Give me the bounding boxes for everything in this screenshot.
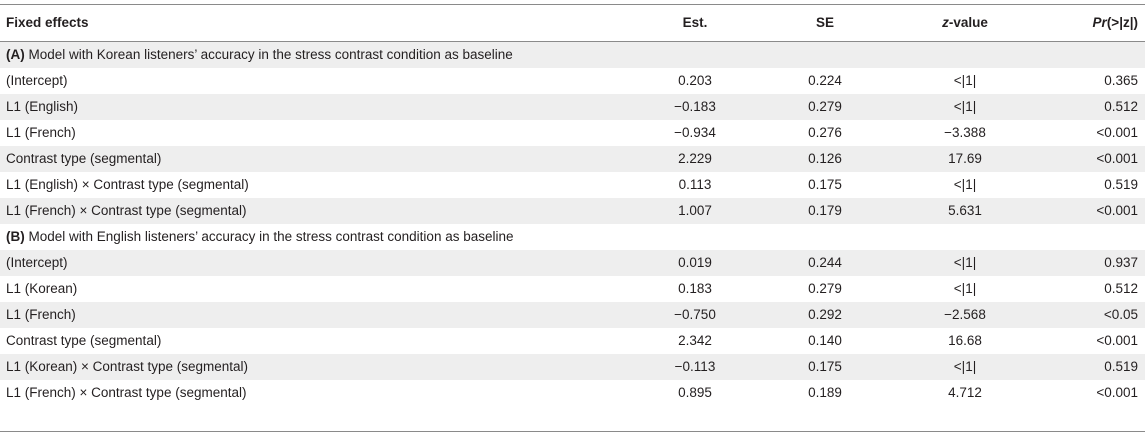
se-cell: 0.189 bbox=[808, 385, 842, 400]
table-row: Contrast type (segmental) 2.342 0.140 16.68… bbox=[0, 328, 1145, 354]
p-value-cell: 0.519 bbox=[1104, 177, 1138, 192]
z-value-cell: 17.69 bbox=[948, 151, 982, 166]
p-value-cell: 0.512 bbox=[1104, 99, 1138, 114]
effect-cell: L1 (French) bbox=[6, 307, 76, 322]
se-cell: 0.292 bbox=[808, 307, 842, 322]
header-p-italic: Pr bbox=[1092, 15, 1107, 30]
section-title: Model with English listeners’ accuracy i… bbox=[28, 229, 514, 244]
estimate-cell: 2.342 bbox=[678, 333, 712, 348]
z-value-cell: 5.631 bbox=[948, 203, 982, 218]
z-value-cell: <|1| bbox=[953, 177, 977, 192]
table-row: L1 (French) −0.750 0.292 −2.568 <0.05 bbox=[0, 302, 1145, 328]
table-row: L1 (Korean) × Contrast type (segmental) −… bbox=[0, 354, 1145, 380]
header-p-value: Pr(>|z|) bbox=[1050, 8, 1138, 38]
section-tag: (B) bbox=[6, 229, 25, 244]
z-value-cell: 4.712 bbox=[948, 385, 982, 400]
z-value-cell: −2.568 bbox=[944, 307, 986, 322]
z-value-cell: <|1| bbox=[953, 73, 977, 88]
se-cell: 0.175 bbox=[808, 359, 842, 374]
se-cell: 0.276 bbox=[808, 125, 842, 140]
section-label-row: (A) Model with Korean listeners’ accurac… bbox=[0, 42, 1145, 68]
estimate-cell: −0.934 bbox=[674, 125, 716, 140]
table-row: L1 (French) −0.934 0.276 −3.388 <0.001 bbox=[0, 120, 1145, 146]
section-title: Model with Korean listeners’ accuracy in… bbox=[28, 47, 513, 62]
table-row: (Intercept) 0.203 0.224 <|1| 0.365 bbox=[0, 68, 1145, 94]
se-cell: 0.126 bbox=[808, 151, 842, 166]
table-row: L1 (French) × Contrast type (segmental) 0… bbox=[0, 380, 1145, 406]
effect-cell: Contrast type (segmental) bbox=[6, 151, 162, 166]
z-value-cell: <|1| bbox=[953, 99, 977, 114]
p-value-cell: 0.937 bbox=[1104, 255, 1138, 270]
table-row: L1 (French) × Contrast type (segmental) 1… bbox=[0, 198, 1145, 224]
effect-cell: (Intercept) bbox=[6, 73, 68, 88]
effect-cell: Contrast type (segmental) bbox=[6, 333, 162, 348]
section-label: (A) Model with Korean listeners’ accurac… bbox=[6, 42, 513, 68]
z-value-cell: −3.388 bbox=[944, 125, 986, 140]
table-bottom-rule bbox=[0, 431, 1145, 432]
estimate-cell: −0.183 bbox=[674, 99, 716, 114]
se-cell: 0.279 bbox=[808, 281, 842, 296]
se-cell: 0.140 bbox=[808, 333, 842, 348]
se-cell: 0.179 bbox=[808, 203, 842, 218]
effect-cell: L1 (French) bbox=[6, 125, 76, 140]
estimate-cell: 0.183 bbox=[678, 281, 712, 296]
estimate-cell: 2.229 bbox=[678, 151, 712, 166]
p-value-cell: <0.001 bbox=[1096, 333, 1138, 348]
estimate-cell: −0.750 bbox=[674, 307, 716, 322]
section-tag: (A) bbox=[6, 47, 25, 62]
z-value-cell: <|1| bbox=[953, 255, 977, 270]
header-estimate: Est. bbox=[682, 15, 708, 30]
z-value-cell: <|1| bbox=[953, 359, 977, 374]
effect-cell: (Intercept) bbox=[6, 255, 68, 270]
se-cell: 0.244 bbox=[808, 255, 842, 270]
p-value-cell: 0.365 bbox=[1104, 73, 1138, 88]
table-header-row: Fixed effects Est. SE z-value Pr(>|z|) bbox=[0, 8, 1145, 38]
p-value-cell: 0.519 bbox=[1104, 359, 1138, 374]
section-label-row: (B) Model with English listeners’ accura… bbox=[0, 224, 1145, 250]
header-fixed-effects: Fixed effects bbox=[6, 15, 89, 30]
section-label: (B) Model with English listeners’ accura… bbox=[6, 224, 514, 250]
p-value-cell: <0.001 bbox=[1096, 125, 1138, 140]
table-row: L1 (English) × Contrast type (segmental)… bbox=[0, 172, 1145, 198]
p-value-cell: 0.512 bbox=[1104, 281, 1138, 296]
table-top-rule bbox=[0, 4, 1145, 5]
se-cell: 0.279 bbox=[808, 99, 842, 114]
estimate-cell: 0.113 bbox=[678, 177, 712, 192]
table-row: L1 (Korean) 0.183 0.279 <|1| 0.512 bbox=[0, 276, 1145, 302]
estimate-cell: 0.203 bbox=[678, 73, 712, 88]
estimate-cell: −0.113 bbox=[674, 359, 716, 374]
table-row: (Intercept) 0.019 0.244 <|1| 0.937 bbox=[0, 250, 1145, 276]
se-cell: 0.175 bbox=[808, 177, 842, 192]
header-z-rest: -value bbox=[948, 15, 988, 30]
z-value-cell: <|1| bbox=[953, 281, 977, 296]
estimate-cell: 1.007 bbox=[678, 203, 712, 218]
header-se: SE bbox=[815, 15, 834, 30]
effect-cell: L1 (French) × Contrast type (segmental) bbox=[6, 203, 247, 218]
effect-cell: L1 (English) bbox=[6, 99, 79, 114]
header-p-rest: (>|z|) bbox=[1106, 15, 1138, 30]
se-cell: 0.224 bbox=[808, 73, 842, 88]
effect-cell: L1 (Korean) × Contrast type (segmental) bbox=[6, 359, 248, 374]
table-row: Contrast type (segmental) 2.229 0.126 17.69… bbox=[0, 146, 1145, 172]
header-z-value: z-value bbox=[905, 8, 1025, 38]
header-rule bbox=[0, 41, 1145, 42]
table-row: L1 (English) −0.183 0.279 <|1| 0.512 bbox=[0, 94, 1145, 120]
estimate-cell: 0.019 bbox=[678, 255, 712, 270]
p-value-cell: <0.001 bbox=[1096, 203, 1138, 218]
effect-cell: L1 (Korean) bbox=[6, 281, 78, 296]
p-value-cell: <0.001 bbox=[1096, 151, 1138, 166]
effect-cell: L1 (French) × Contrast type (segmental) bbox=[6, 385, 247, 400]
effect-cell: L1 (English) × Contrast type (segmental) bbox=[6, 177, 249, 192]
p-value-cell: <0.05 bbox=[1103, 307, 1138, 322]
estimate-cell: 0.895 bbox=[678, 385, 712, 400]
z-value-cell: 16.68 bbox=[948, 333, 982, 348]
header-z-italic: z bbox=[942, 15, 949, 30]
p-value-cell: <0.001 bbox=[1096, 385, 1138, 400]
